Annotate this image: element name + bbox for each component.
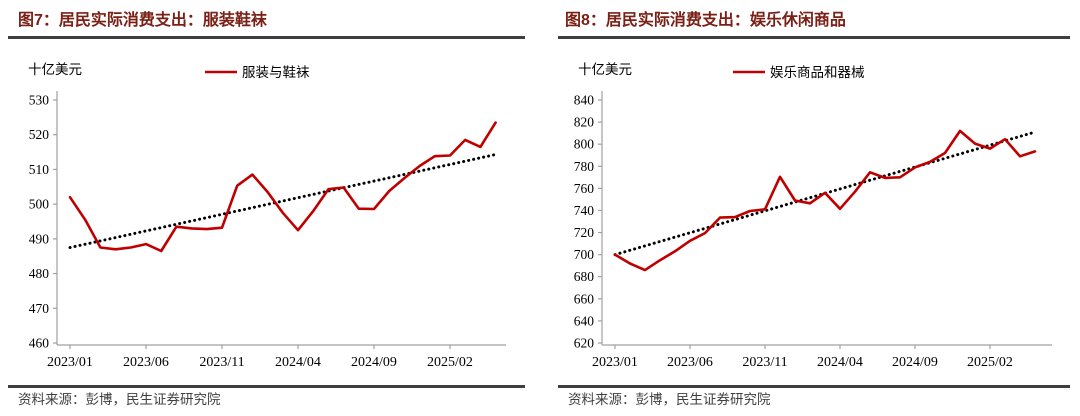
figure8-footer-rule	[558, 385, 1070, 388]
figure7-title-rule	[8, 36, 525, 39]
y-axis-tick-label: 720	[574, 225, 595, 240]
y-axis-tick-label: 520	[29, 127, 50, 142]
figure8-panel: 图8：居民实际消费支出：娱乐休闲商品 十亿美元 娱乐商品和器械 620 640 660 6…	[540, 0, 1080, 416]
figure7-footer-rule	[8, 385, 525, 388]
y-axis-tick-label: 530	[29, 93, 50, 108]
y-axis-unit-label: 十亿美元	[578, 62, 632, 77]
y-axis-tick-label: 460	[29, 336, 50, 351]
legend-label: 娱乐商品和器械	[770, 65, 865, 80]
y-axis-tick-label: 820	[574, 115, 595, 130]
x-axis-tick-label: 2024/04	[817, 355, 863, 369]
y-axis-tick-label: 620	[574, 336, 595, 351]
figure8-source-note: 资料来源：彭博，民生证券研究院	[568, 392, 771, 407]
x-axis-tick-label: 2023/06	[667, 355, 713, 369]
figure7-title: 图7：居民实际消费支出：服装鞋袜	[18, 12, 267, 29]
figure8-line-chart: 十亿美元 娱乐商品和器械 620 640 660 680 700 720 740 760 780 80…	[574, 62, 1052, 369]
data-series-line	[68, 121, 497, 253]
figure8-title-rule	[558, 36, 1070, 39]
figure7-source-note: 资料来源：彭博，民生证券研究院	[18, 392, 221, 407]
y-axis-tick-label: 500	[29, 197, 50, 212]
legend-label: 服装与鞋袜	[242, 65, 310, 80]
figure8-title: 图8：居民实际消费支出：娱乐休闲商品	[565, 12, 846, 29]
x-axis-tick-label: 2023/06	[123, 355, 169, 369]
y-axis-tick-label: 680	[574, 269, 595, 284]
trend-dotted-line	[68, 153, 498, 250]
y-axis-tick-label: 490	[29, 231, 50, 246]
x-axis-tick-label: 2023/01	[47, 355, 93, 369]
y-axis-unit-label: 十亿美元	[28, 62, 82, 77]
x-axis-tick-label: 2024/09	[351, 355, 397, 369]
x-axis-tick-label: 2023/11	[199, 355, 244, 369]
y-axis-tick-label: 800	[574, 137, 595, 152]
y-axis-tick-label: 480	[29, 266, 50, 281]
y-axis-tick-label: 740	[574, 203, 595, 218]
y-axis-tick-label: 510	[29, 162, 50, 177]
x-axis-tick-label: 2024/04	[275, 355, 321, 369]
y-axis-tick-label: 840	[574, 93, 595, 108]
y-axis-tick-label: 700	[574, 247, 595, 262]
data-series-line	[613, 129, 1037, 272]
y-axis-tick-label: 660	[574, 291, 595, 306]
y-axis-tick-label: 470	[29, 301, 50, 316]
x-axis-tick-label: 2025/02	[967, 355, 1013, 369]
y-axis-tick-label: 760	[574, 181, 595, 196]
x-axis-tick-label: 2023/11	[742, 355, 787, 369]
x-axis-tick-label: 2023/01	[592, 355, 638, 369]
y-axis-tick-label: 780	[574, 159, 595, 174]
figure7-line-chart: 十亿美元 服装与鞋袜 460 470 480 490 500 510 520 530 2023/01…	[28, 62, 506, 369]
figure7-panel: 图7：居民实际消费支出：服装鞋袜 十亿美元 服装与鞋袜 460 470 480 490 50…	[8, 12, 525, 407]
y-axis-tick-label: 640	[574, 313, 595, 328]
x-axis-tick-label: 2025/02	[427, 355, 473, 369]
x-axis-tick-label: 2024/09	[892, 355, 938, 369]
